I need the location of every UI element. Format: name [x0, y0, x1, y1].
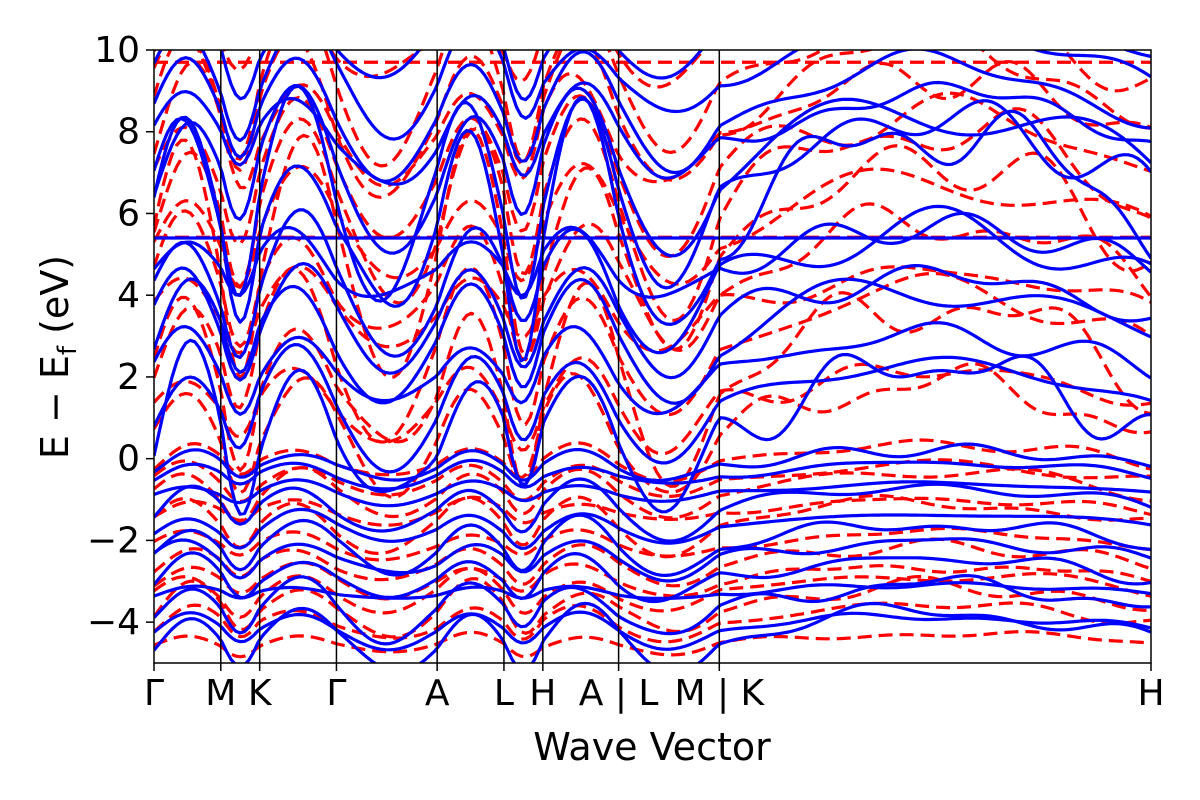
x-tick-label: Γ [326, 673, 346, 714]
x-tick-label: H [1137, 673, 1164, 714]
y-tick-label: 10 [94, 30, 140, 71]
y-tick-label: 8 [117, 112, 140, 153]
y-tick-label: −2 [87, 520, 140, 561]
solid-band-line [154, 211, 1151, 299]
solid-band-line [154, 581, 1151, 600]
y-axis-label-unit: (eV) [33, 255, 77, 346]
y-tick-label: 2 [117, 357, 140, 398]
y-tick-label: 0 [117, 439, 140, 480]
solid-band-line [154, 50, 1151, 143]
plot-frame [153, 49, 1152, 664]
x-tick-label: K [248, 673, 273, 714]
solid-band-line [154, 477, 1151, 543]
dashed-band-line [154, 493, 1151, 559]
high-symmetry-lines [220, 50, 721, 663]
dashed-band-line [154, 281, 1151, 488]
dashed-band-line [154, 127, 1151, 380]
x-tick-label: L [494, 673, 514, 714]
dashed-band-line [154, 458, 1151, 504]
dashed-band-line [154, 537, 1151, 588]
solid-band-line [154, 96, 1151, 363]
solid-band-line [154, 513, 1151, 577]
solid-band-line [154, 478, 1151, 508]
solid-band-line [154, 84, 1151, 303]
x-tick-label: H [529, 673, 556, 714]
solid-band-line [154, 458, 1151, 491]
solid-band-line [154, 507, 1151, 550]
y-tick-label: 6 [117, 193, 140, 234]
solid-band-line [154, 442, 1151, 483]
x-tick-label: A | L [579, 673, 659, 714]
solid-band-line [154, 537, 1151, 583]
dashed-band-line [154, 630, 1151, 659]
y-axis-label-subscript: f [53, 345, 83, 355]
dashed-band-line [154, 575, 1151, 639]
dashed-band-line [154, 202, 1151, 362]
dashed-band-line [154, 495, 1151, 527]
y-tick-label: −4 [87, 602, 140, 643]
x-tick-label: A [425, 673, 450, 714]
x-tick-label: M [205, 673, 236, 714]
solid-band-line [154, 262, 1151, 382]
dashed-band-line [154, 60, 1151, 190]
solid-band-line [154, 321, 1151, 416]
solid-band-series [154, 50, 1151, 663]
dashed-band-line [154, 265, 1151, 444]
solid-band-line [154, 343, 1151, 474]
solid-band-line [154, 610, 1151, 652]
x-axis-label: Wave Vector [533, 725, 771, 769]
dashed-band-line [154, 561, 1151, 601]
solid-band-line [154, 338, 1151, 516]
x-tick-label: M | K [674, 673, 765, 714]
y-axis-ticks: 10 8 6 4 2 0 −2 −4 [87, 30, 154, 643]
dashed-band-line [154, 162, 1151, 289]
solid-band-line [154, 601, 1151, 663]
y-tick-label: 4 [117, 275, 140, 316]
x-tick-label: Γ [144, 673, 164, 714]
y-axis-label-main: E − E [33, 355, 77, 459]
solid-band-line [154, 204, 1151, 360]
solid-band-line [154, 50, 1151, 183]
solid-band-line [154, 551, 1151, 604]
dashed-band-line [154, 466, 1151, 525]
dashed-band-line [154, 50, 1151, 168]
solid-band-line [154, 84, 1151, 258]
solid-band-line [154, 277, 1151, 405]
solid-band-line [219, 50, 1151, 102]
dashed-band-line [154, 601, 1151, 644]
solid-band-line [154, 574, 1151, 646]
plot-area [154, 50, 1151, 663]
solid-band-line [154, 80, 1151, 186]
y-axis-label: E − Ef (eV) [33, 255, 83, 459]
